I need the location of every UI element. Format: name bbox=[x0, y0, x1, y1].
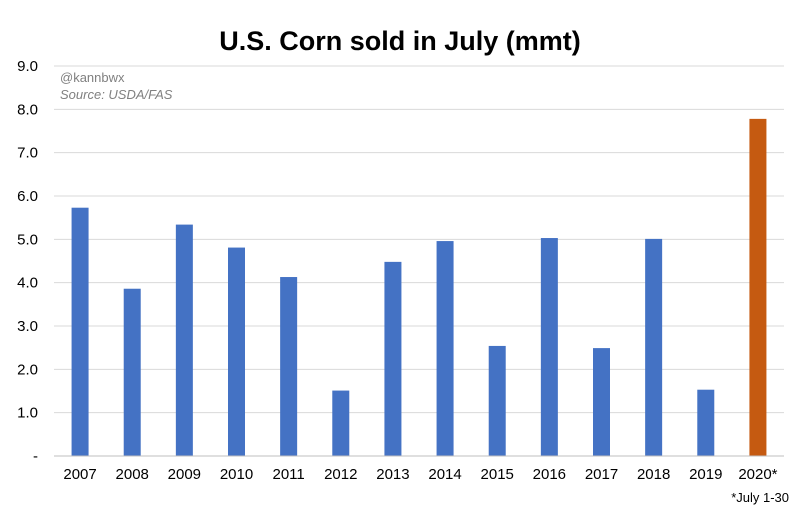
y-tick-label: 2.0 bbox=[17, 361, 38, 378]
x-tick-label: 2013 bbox=[376, 466, 409, 483]
bar-2011 bbox=[280, 277, 298, 456]
x-tick-label: 2009 bbox=[168, 466, 201, 483]
bar-2009 bbox=[175, 224, 193, 456]
x-tick-label: 2017 bbox=[585, 466, 618, 483]
bar-2008 bbox=[123, 288, 141, 456]
bar-2020-star bbox=[749, 118, 767, 456]
x-tick-label: 2016 bbox=[533, 466, 566, 483]
x-tick-label: 2014 bbox=[428, 466, 461, 483]
bar-2012 bbox=[332, 390, 350, 456]
x-tick-label: 2011 bbox=[273, 466, 305, 483]
y-axis-ticks: - 1.0 2.0 3.0 4.0 5.0 6.0 7.0 8.0 9.0 bbox=[17, 58, 38, 465]
x-tick-label: 2018 bbox=[637, 466, 670, 483]
y-tick-label: 1.0 bbox=[17, 405, 38, 422]
bar-2017 bbox=[593, 348, 610, 456]
x-axis-ticks: 2007 2008 2009 2010 2011 2012 2013 2014 2015 2016… bbox=[63, 466, 777, 483]
x-tick-label: 2008 bbox=[116, 466, 149, 483]
bar-2018 bbox=[645, 238, 663, 456]
bar-2014 bbox=[436, 241, 454, 456]
credit-label: @kannbwx bbox=[60, 70, 125, 85]
bars bbox=[71, 118, 767, 456]
y-tick-label: - bbox=[33, 448, 38, 465]
y-tick-label: 3.0 bbox=[17, 318, 38, 335]
x-tick-label: 2015 bbox=[481, 466, 514, 483]
y-tick-label: 5.0 bbox=[17, 231, 38, 248]
x-tick-label: 2019 bbox=[689, 466, 722, 483]
x-tick-label: 2012 bbox=[324, 466, 357, 483]
y-tick-label: 8.0 bbox=[17, 101, 38, 118]
y-tick-label: 4.0 bbox=[17, 275, 38, 292]
bar-2019 bbox=[697, 389, 715, 456]
source-label: Source: USDA/FAS bbox=[60, 87, 173, 102]
bar-2010 bbox=[228, 247, 245, 456]
x-tick-label: 2010 bbox=[220, 466, 253, 483]
bar-2016 bbox=[540, 238, 558, 456]
x-tick-label: 2007 bbox=[63, 466, 96, 483]
chart-title: U.S. Corn sold in July (mmt) bbox=[219, 26, 581, 56]
y-tick-label: 7.0 bbox=[17, 145, 38, 162]
y-tick-label: 6.0 bbox=[17, 188, 38, 205]
footnote-label: *July 1-30 bbox=[731, 490, 789, 505]
gridlines bbox=[54, 65, 784, 414]
y-tick-label: 9.0 bbox=[17, 58, 38, 75]
bar-2013 bbox=[384, 261, 402, 456]
bar-2007 bbox=[71, 207, 89, 456]
bar-2015 bbox=[488, 345, 506, 456]
x-tick-label: 2020* bbox=[738, 466, 777, 483]
